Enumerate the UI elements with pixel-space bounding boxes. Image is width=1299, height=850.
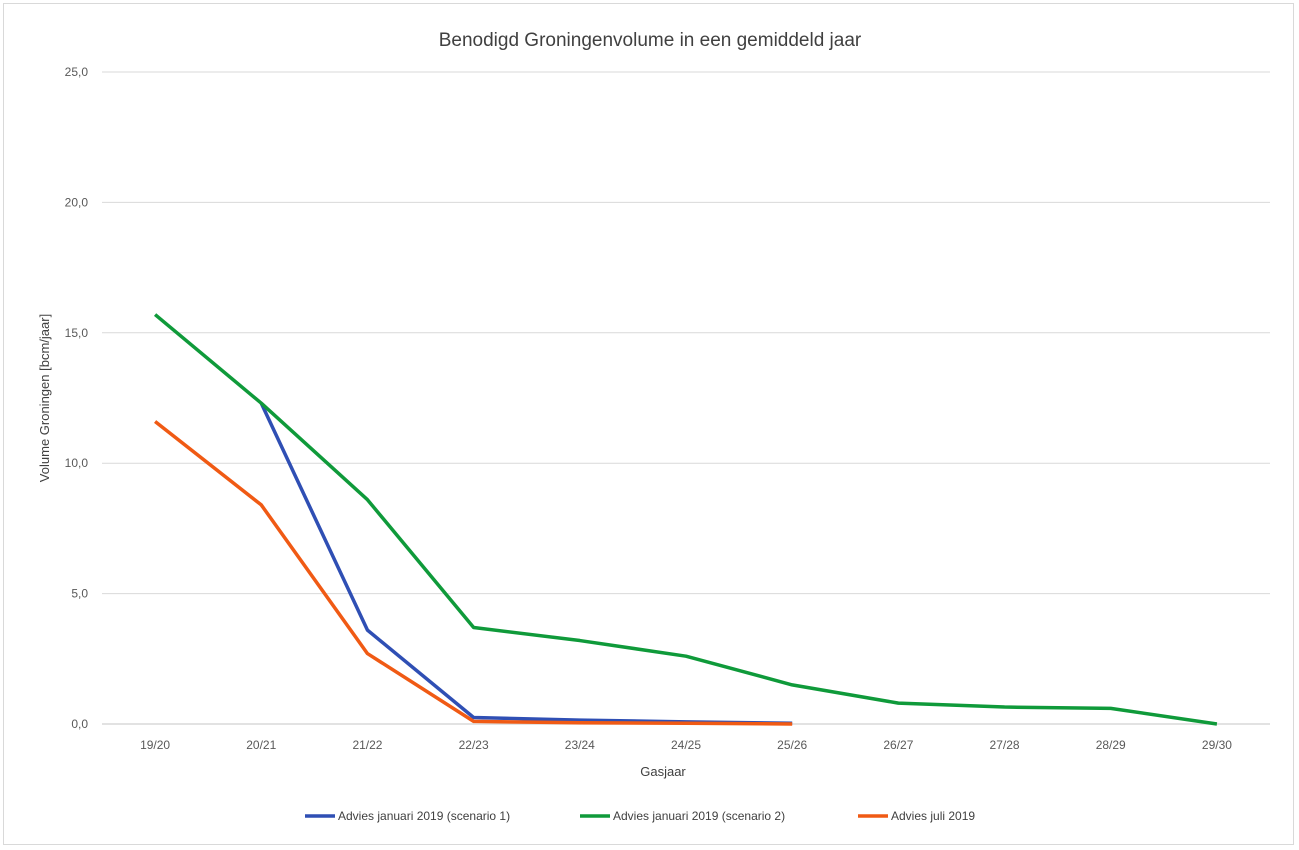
- y-tick-label: 10,0: [65, 456, 89, 470]
- chart-border: [3, 3, 1294, 845]
- legend-item[interactable]: Advies juli 2019: [858, 809, 975, 823]
- x-tick-label: 21/22: [352, 738, 382, 752]
- legend-label: Advies juli 2019: [891, 809, 975, 823]
- x-tick-label: 25/26: [777, 738, 807, 752]
- x-tick-label: 23/24: [565, 738, 595, 752]
- series-line-3: [154, 420, 793, 726]
- y-axis-label: Volume Groningen [bcm/jaar]: [37, 314, 52, 482]
- y-tick-label: 0,0: [71, 717, 88, 731]
- x-tick-label: 29/30: [1202, 738, 1232, 752]
- y-tick-label: 20,0: [65, 195, 89, 209]
- y-tick-label: 5,0: [71, 587, 88, 601]
- legend-item[interactable]: Advies januari 2019 (scenario 1): [305, 809, 510, 823]
- x-tick-label: 26/27: [883, 738, 913, 752]
- x-axis-label: Gasjaar: [640, 764, 686, 779]
- series-line-2: [153, 313, 1218, 726]
- legend-label: Advies januari 2019 (scenario 1): [338, 809, 510, 823]
- x-tick-label: 27/28: [990, 738, 1020, 752]
- y-tick-label: 15,0: [65, 326, 89, 340]
- chart-title: Benodigd Groningenvolume in een gemiddel…: [439, 30, 862, 51]
- series-line-1: [259, 402, 793, 725]
- y-tick-label: 25,0: [65, 65, 89, 79]
- x-tick-label: 28/29: [1096, 738, 1126, 752]
- x-tick-label: 22/23: [459, 738, 489, 752]
- x-tick-label: 20/21: [246, 738, 276, 752]
- x-tick-label: 24/25: [671, 738, 701, 752]
- legend-label: Advies januari 2019 (scenario 2): [613, 809, 785, 823]
- x-tick-label: 19/20: [140, 738, 170, 752]
- legend-item[interactable]: Advies januari 2019 (scenario 2): [580, 809, 785, 823]
